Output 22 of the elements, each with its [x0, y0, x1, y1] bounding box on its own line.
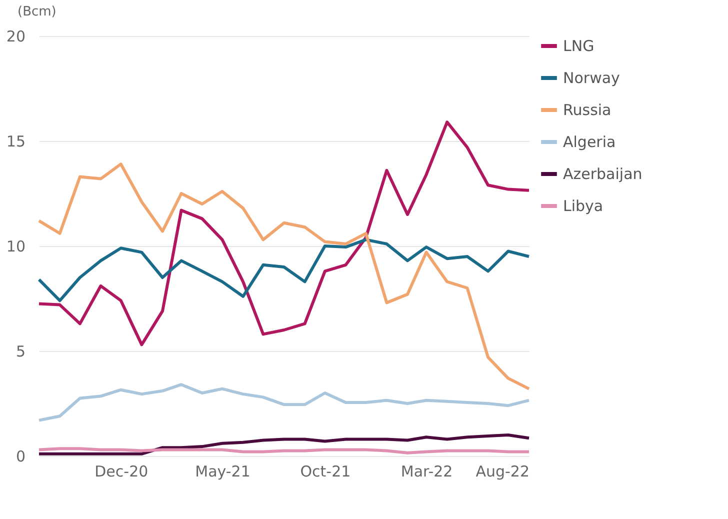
x-tick-label: Dec-20: [94, 462, 148, 480]
legend-label: Norway: [563, 69, 620, 87]
x-tick-label: May-21: [195, 462, 250, 480]
legend-label: Libya: [563, 197, 604, 215]
line-series: [38, 120, 530, 346]
line-series: [38, 434, 530, 456]
line-series: [38, 238, 530, 302]
legend-label: LNG: [563, 37, 594, 55]
legend-label: Azerbaijan: [563, 165, 642, 183]
y-tick-label: 10: [6, 238, 26, 256]
y-tick-label: 20: [6, 28, 26, 46]
x-tick-label: Mar-22: [400, 462, 453, 480]
line-series: [38, 383, 530, 422]
y-tick-label: 15: [6, 132, 26, 150]
y-tick-label: 0: [16, 448, 26, 466]
y-tick-label: 5: [16, 342, 26, 360]
y-axis-title: (Bcm): [18, 4, 56, 20]
legend-label: Russia: [563, 101, 612, 119]
legend-label: Algeria: [563, 133, 616, 151]
x-tick-label: Aug-22: [476, 462, 530, 480]
x-tick-label: Oct-21: [300, 462, 351, 480]
line-series: [38, 162, 530, 390]
